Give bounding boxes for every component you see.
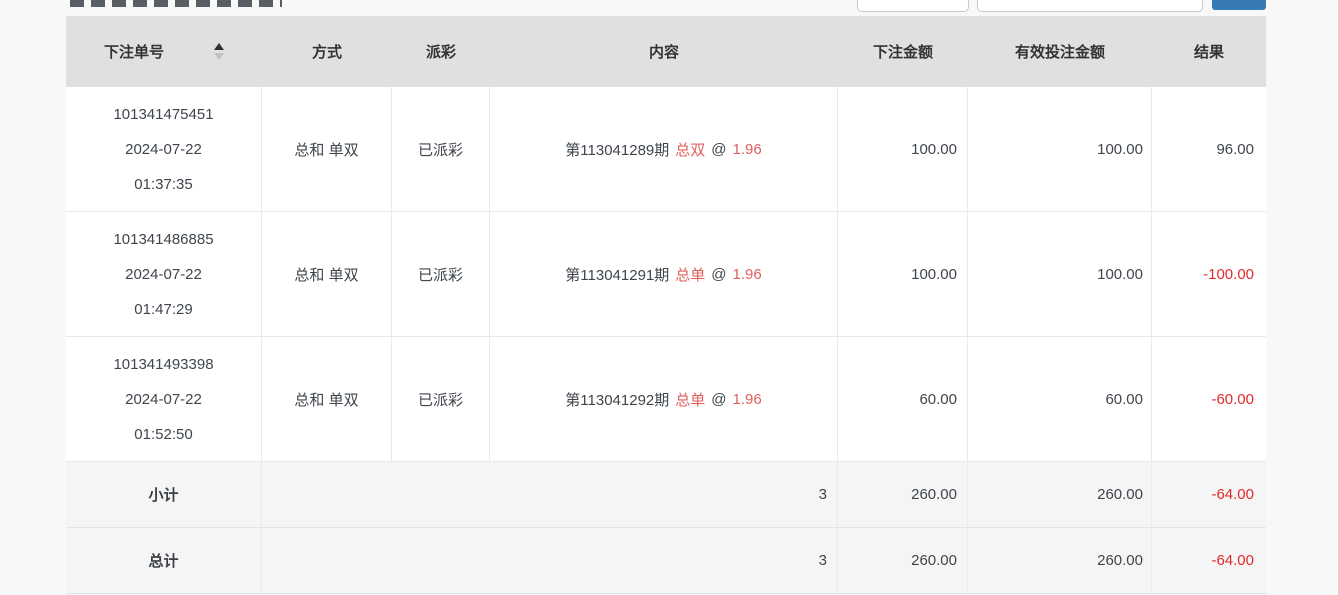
header-payout: 派彩 [425, 44, 456, 61]
total-bet-amount: 260.00 [838, 528, 968, 593]
header-content: 内容 [648, 44, 679, 61]
cell-payout-status: 已派彩 [392, 87, 490, 211]
total-row: 总计 3 260.00 260.00 -64.00 [66, 528, 1266, 594]
order-time: 01:37:35 [134, 175, 193, 193]
order-id: 101341486885 [113, 230, 214, 248]
cell-valid-amount: 60.00 [968, 337, 1152, 461]
filter-input-1[interactable] [857, 0, 969, 12]
filter-input-2[interactable] [977, 0, 1203, 12]
subtotal-valid-amount: 260.00 [968, 462, 1152, 527]
order-date: 2024-07-22 [125, 140, 202, 158]
subtotal-label: 小计 [66, 462, 262, 527]
total-valid-amount: 260.00 [968, 528, 1152, 593]
order-id: 101341475451 [113, 105, 214, 123]
order-id: 101341493398 [113, 355, 214, 373]
cell-valid-amount: 100.00 [968, 212, 1152, 336]
header-bet-amount: 下注金额 [872, 44, 933, 61]
cell-bet-amount: 100.00 [838, 87, 968, 211]
subtotal-bet-amount: 260.00 [838, 462, 968, 527]
at-sign: @ [711, 140, 727, 158]
sort-asc-icon[interactable] [214, 43, 224, 50]
header-valid-amount: 有效投注金额 [1014, 44, 1105, 61]
header-result: 结果 [1193, 44, 1224, 61]
at-sign: @ [711, 390, 727, 408]
cell-bet-amount: 100.00 [838, 212, 968, 336]
order-date: 2024-07-22 [125, 390, 202, 408]
order-time: 01:52:50 [134, 425, 193, 443]
bet-period: 第113041289期 [565, 141, 670, 159]
cell-result: -60.00 [1211, 390, 1254, 408]
subtotal-count: 3 [262, 462, 838, 527]
total-label: 总计 [66, 528, 262, 593]
bet-period: 第113041291期 [565, 266, 670, 284]
cell-payout-status: 已派彩 [392, 212, 490, 336]
table-row: 101341486885 2024-07-22 01:47:29 总和 单双 已… [66, 212, 1266, 337]
sort-desc-icon[interactable] [214, 53, 224, 60]
bet-odds: 1.96 [732, 265, 762, 283]
search-button[interactable] [1212, 0, 1266, 10]
table-row: 101341493398 2024-07-22 01:52:50 总和 单双 已… [66, 337, 1266, 462]
subtotal-row: 小计 3 260.00 260.00 -64.00 [66, 462, 1266, 528]
header-order-no-label: 下注单号 [103, 44, 164, 61]
cell-content: 第113041292期 总单 @ 1.96 [490, 337, 838, 461]
order-time: 01:47:29 [134, 300, 193, 318]
bet-pick: 总单 [675, 391, 706, 409]
bet-pick: 总单 [675, 266, 706, 284]
sort-icons[interactable] [214, 43, 224, 60]
clipped-page-title [70, 0, 282, 7]
bet-odds: 1.96 [732, 140, 762, 158]
cell-content: 第113041289期 总双 @ 1.96 [490, 87, 838, 211]
cell-method: 总和 单双 [262, 212, 392, 336]
header-method: 方式 [311, 44, 342, 61]
cell-payout-status: 已派彩 [392, 337, 490, 461]
table-row: 101341475451 2024-07-22 01:37:35 总和 单双 已… [66, 87, 1266, 212]
cell-order-no: 101341493398 2024-07-22 01:52:50 [66, 337, 262, 461]
bets-table: 下注单号 方式 派彩 内容 下注金额 有效投注金额 结果 10134147545… [66, 16, 1266, 594]
total-result: -64.00 [1211, 552, 1254, 569]
bet-period: 第113041292期 [565, 391, 670, 409]
cell-method: 总和 单双 [262, 87, 392, 211]
cell-result: -100.00 [1203, 265, 1254, 283]
total-count: 3 [262, 528, 838, 593]
bet-odds: 1.96 [732, 390, 762, 408]
subtotal-result: -64.00 [1211, 486, 1254, 503]
cell-valid-amount: 100.00 [968, 87, 1152, 211]
table-header-row: 下注单号 方式 派彩 内容 下注金额 有效投注金额 结果 [66, 16, 1266, 87]
cell-method: 总和 单双 [262, 337, 392, 461]
cell-result: 96.00 [1216, 140, 1254, 158]
header-order-no[interactable]: 下注单号 [66, 16, 262, 87]
at-sign: @ [711, 265, 727, 283]
bet-pick: 总双 [675, 141, 706, 159]
cell-order-no: 101341475451 2024-07-22 01:37:35 [66, 87, 262, 211]
cell-bet-amount: 60.00 [838, 337, 968, 461]
order-date: 2024-07-22 [125, 265, 202, 283]
cell-order-no: 101341486885 2024-07-22 01:47:29 [66, 212, 262, 336]
cell-content: 第113041291期 总单 @ 1.96 [490, 212, 838, 336]
